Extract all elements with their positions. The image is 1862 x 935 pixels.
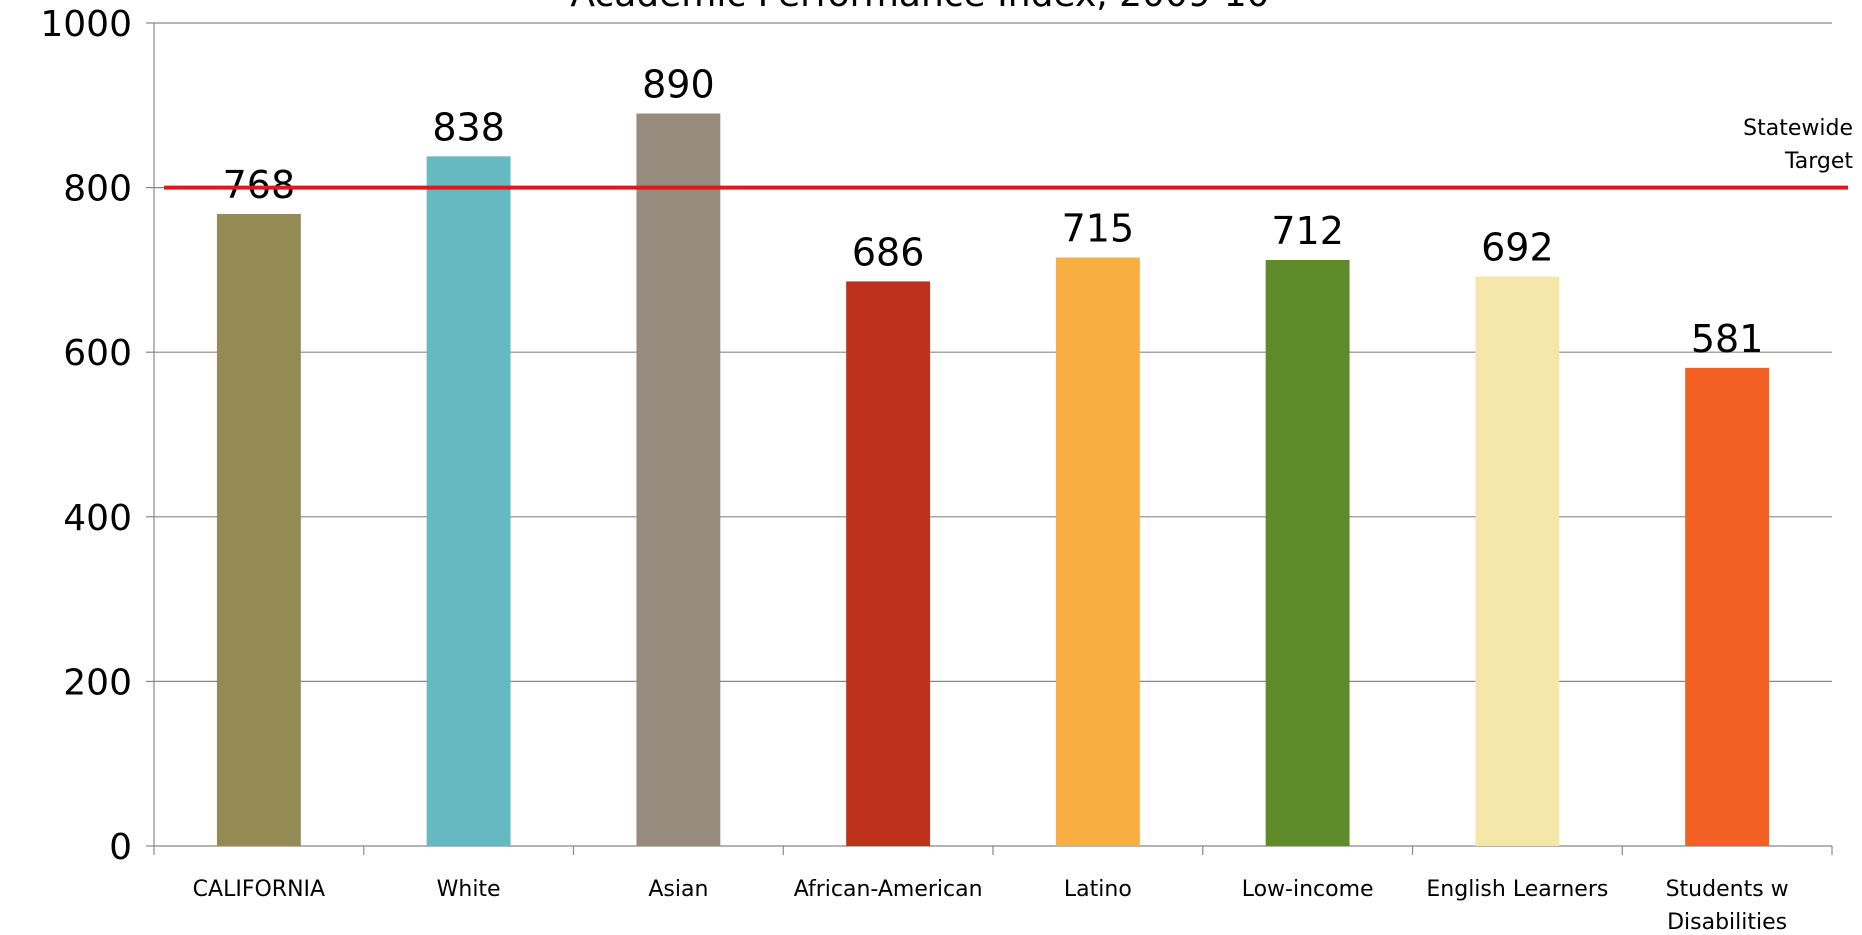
target-label: Statewide Target	[1743, 115, 1853, 174]
y-tick-label: 1000	[40, 4, 132, 45]
bar	[636, 113, 721, 846]
chart-title: Academic Performance Index, 2009-10	[570, 0, 1269, 15]
bar	[426, 156, 511, 847]
data-label: 715	[1062, 207, 1135, 251]
data-label: 890	[642, 63, 715, 107]
y-tick-label: 600	[63, 333, 132, 374]
bar	[1265, 260, 1350, 846]
bar	[1055, 257, 1140, 846]
data-label: 712	[1271, 209, 1344, 253]
bar	[1475, 276, 1560, 846]
bar	[216, 213, 301, 846]
data-label: 768	[223, 163, 296, 207]
x-tick-label: Low-income	[1241, 877, 1374, 902]
y-tick-label: 200	[63, 662, 132, 703]
bar	[1685, 367, 1770, 846]
y-tick-label: 400	[63, 498, 132, 539]
x-tick-label: English Learners	[1426, 877, 1609, 902]
data-label: 686	[852, 230, 925, 274]
x-tick-label: CALIFORNIA	[192, 877, 326, 902]
data-label: 838	[432, 105, 505, 149]
x-tick-label: Students w Disabilities	[1665, 877, 1789, 935]
data-label: 581	[1691, 317, 1764, 361]
bar	[846, 281, 931, 846]
x-tick-label: Asian	[648, 877, 709, 902]
data-label: 692	[1481, 225, 1554, 269]
y-tick-label: 0	[109, 827, 132, 868]
x-tick-label: African-American	[793, 877, 983, 902]
x-tick-label: Latino	[1063, 877, 1132, 902]
x-tick-label: White	[436, 877, 501, 902]
y-tick-label: 800	[63, 169, 132, 210]
